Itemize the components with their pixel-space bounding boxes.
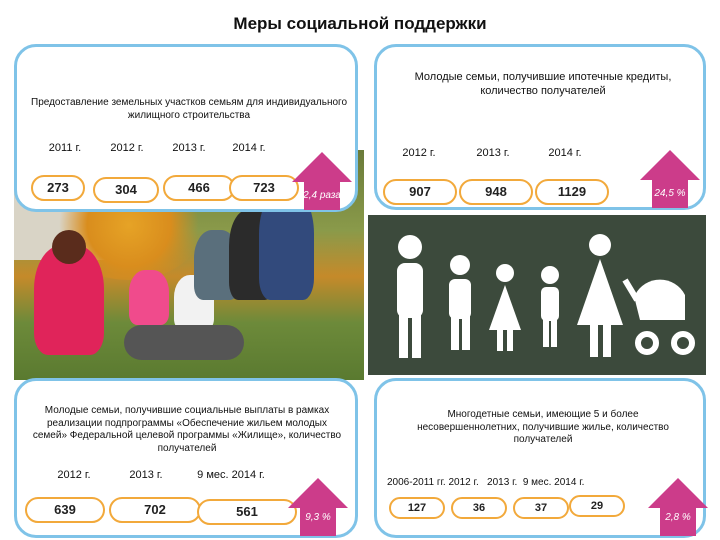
page-title: Меры социальной поддержки (233, 14, 487, 33)
value-pill: 36 (451, 497, 507, 519)
year-label: 2011 г. (48, 142, 82, 154)
up-arrow-icon: 24,5 % (640, 150, 700, 208)
land-plots-card: Предоставление земельных участков семьям… (14, 44, 358, 212)
value-pill: 639 (25, 497, 105, 523)
growth-label: 2,8 % (665, 512, 691, 523)
land-plots-label: Предоставление земельных участков семьям… (31, 97, 348, 121)
growth-label: 9,3 % (305, 512, 331, 523)
large-families-label: Многодетные семьи, имеющие 5 и более нес… (417, 409, 669, 445)
year-label: 2012 г. (57, 469, 91, 481)
value-pill: 723 (229, 175, 299, 201)
value-pill: 304 (93, 177, 159, 203)
value-pill: 1129 (535, 179, 609, 205)
value-pill: 561 (197, 499, 297, 525)
up-arrow-icon: 2,4 раза (292, 152, 352, 210)
value-pill: 702 (109, 497, 201, 523)
up-arrow-icon: 2,8 % (648, 478, 708, 536)
year-label: 2014 г. (548, 147, 582, 159)
mortgage-card: Молодые семьи, получившие ипотечные кред… (374, 44, 706, 210)
value-pill: 907 (383, 179, 457, 205)
mortgage-label: Молодые семьи, получившие ипотечные кред… (414, 71, 672, 97)
year-label: 2012 г. (110, 142, 144, 154)
year-label: 2012 г. (402, 147, 436, 159)
value-pill: 273 (31, 175, 85, 201)
year-label: 9 мес. 2014 г. (197, 469, 265, 481)
family-silhouette-icon (397, 234, 695, 358)
value-pill: 127 (389, 497, 445, 519)
value-pill: 948 (459, 179, 533, 205)
value-pill: 466 (163, 175, 235, 201)
year-label: 2013 г. (172, 142, 206, 154)
value-pill: 37 (513, 497, 569, 519)
up-arrow-icon: 9,3 % (288, 478, 348, 536)
year-label: 2014 г. (232, 142, 266, 154)
years-row: 2006-2011 гг. 2012 г. 2013 г. 9 мес. 201… (387, 477, 585, 488)
year-label: 2013 г. (129, 469, 163, 481)
value-pill: 29 (569, 495, 625, 517)
year-label: 2013 г. (476, 147, 510, 159)
social-payments-label: Молодые семьи, получившие социальные вып… (32, 405, 342, 454)
large-families-card: Многодетные семьи, имеющие 5 и более нес… (374, 378, 706, 538)
stroller-icon (622, 278, 695, 355)
growth-label: 2,4 раза (303, 190, 341, 201)
social-payments-card: Молодые семьи, получившие социальные вып… (14, 378, 358, 538)
growth-label: 24,5 % (654, 188, 686, 199)
